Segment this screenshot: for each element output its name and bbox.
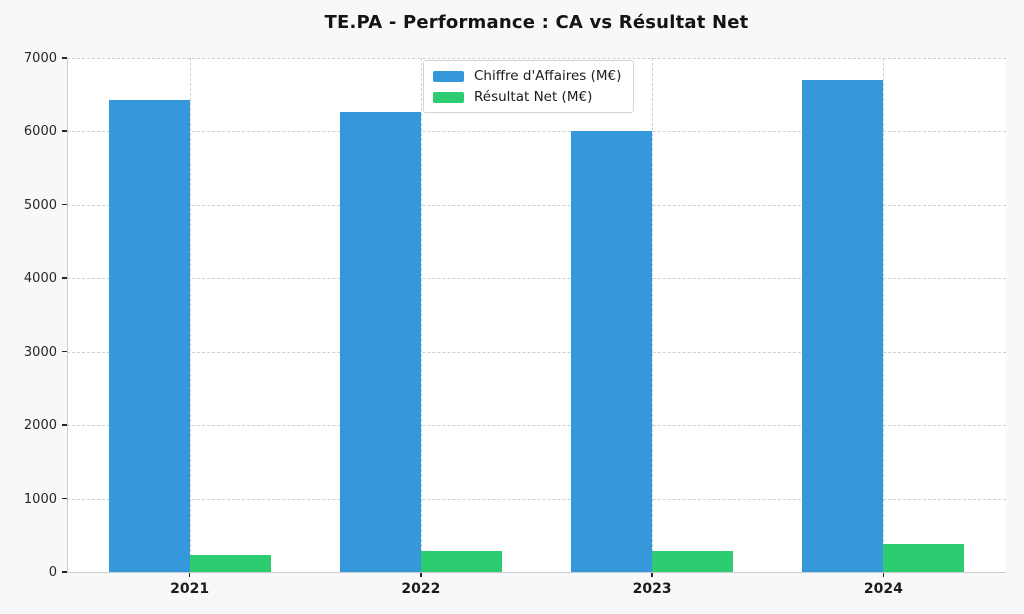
gridline-vertical — [189, 58, 191, 572]
gridline-vertical — [883, 58, 885, 572]
legend-item-chiffre-affaires: Chiffre d'Affaires (M€) — [433, 68, 621, 84]
y-tick-label: 5000 — [23, 197, 57, 213]
y-tick-mark — [62, 277, 67, 279]
gridline-vertical — [652, 58, 654, 572]
gridline-horizontal — [67, 278, 1006, 280]
gridline-horizontal — [67, 131, 1006, 133]
gridline-horizontal — [67, 204, 1006, 206]
bar-chiffre-affaires-2022 — [339, 112, 421, 572]
legend-item-resultat-net: Résultat Net (M€) — [433, 89, 621, 105]
x-tick-mark — [651, 572, 653, 577]
bar-resultat-net-2023 — [652, 551, 734, 572]
bar-resultat-net-2021 — [189, 554, 271, 572]
bar-chiffre-affaires-2024 — [802, 80, 884, 572]
y-tick-mark — [62, 424, 67, 426]
x-tick-label-2022: 2022 — [401, 581, 441, 597]
x-tick-label-2024: 2024 — [863, 581, 903, 597]
bar-chiffre-affaires-2021 — [108, 99, 190, 572]
y-tick-label: 2000 — [23, 418, 57, 434]
x-tick-label-2023: 2023 — [632, 581, 672, 597]
y-axis-spine — [67, 58, 68, 572]
legend: Chiffre d'Affaires (M€) Résultat Net (M€) — [423, 60, 635, 113]
y-tick-mark — [62, 350, 67, 353]
chart-title: TE.PA - Performance : CA vs Résultat Net — [324, 12, 749, 33]
x-tick-mark — [420, 572, 422, 577]
x-tick-label-2021: 2021 — [170, 581, 210, 597]
y-tick-mark — [62, 497, 67, 500]
y-tick-mark — [62, 57, 67, 59]
legend-swatch-icon — [433, 91, 464, 103]
y-tick-label: 3000 — [23, 344, 57, 360]
bar-resultat-net-2022 — [420, 551, 502, 572]
x-tick-mark — [188, 572, 191, 577]
gridline-horizontal — [67, 351, 1006, 353]
legend-label: Résultat Net (M€) — [474, 89, 593, 105]
gridline-horizontal — [67, 425, 1006, 427]
gridline-vertical — [420, 58, 422, 572]
y-tick-mark — [62, 203, 67, 206]
gridline-horizontal — [67, 58, 1006, 59]
y-tick-label: 0 — [48, 565, 57, 580]
legend-label: Chiffre d'Affaires (M€) — [474, 68, 622, 84]
y-tick-label: 7000 — [23, 51, 57, 66]
x-axis-spine — [67, 572, 1006, 573]
bar-chiffre-affaires-2023 — [571, 131, 653, 572]
y-tick-label: 4000 — [23, 271, 57, 287]
y-tick-label: 1000 — [23, 491, 57, 507]
x-tick-mark — [882, 572, 885, 577]
y-tick-mark — [62, 130, 67, 133]
y-tick-mark — [62, 571, 67, 573]
gridline-horizontal — [67, 498, 1006, 500]
bar-resultat-net-2024 — [883, 543, 965, 572]
legend-swatch-icon — [433, 70, 464, 82]
y-tick-label: 6000 — [23, 124, 57, 140]
